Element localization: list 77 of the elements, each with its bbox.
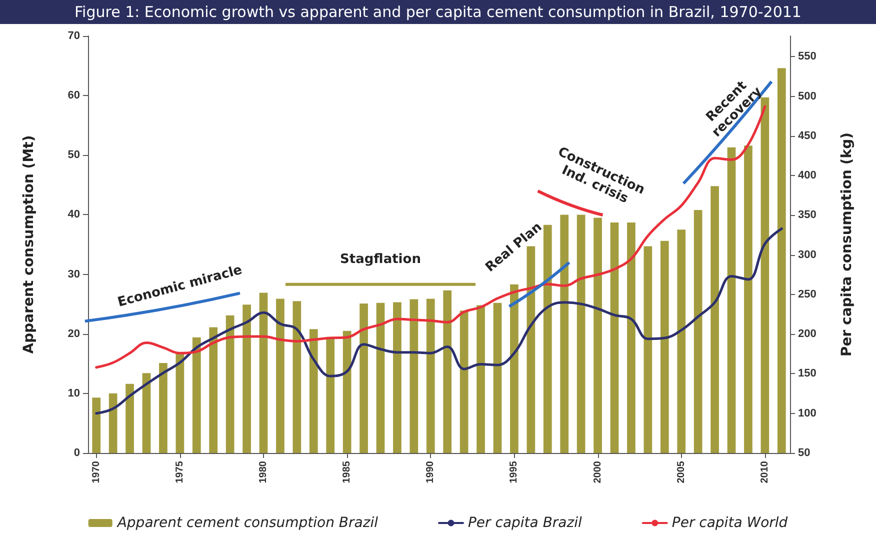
bar: [644, 246, 652, 453]
chart-title: Figure 1: Economic growth vs apparent and per capita cement consumption in Brazil, 1970-2011: [0, 0, 876, 24]
x-tick-label: 1980: [258, 460, 269, 484]
bar: [326, 336, 335, 453]
x-tick-label: 1975: [174, 460, 186, 484]
y2-tick-label: 400: [798, 170, 816, 182]
bar: [426, 298, 435, 453]
bar: [744, 146, 752, 453]
x-tick-label: 1970: [90, 460, 102, 484]
bar: [126, 384, 134, 453]
bar: [142, 373, 151, 453]
y2-axis-title: Per capita consumption (kg): [839, 132, 855, 356]
x-tick-label: 2005: [676, 460, 687, 484]
bar: [777, 68, 786, 453]
y-axis-title: Apparent consumption (Mt): [21, 135, 37, 354]
bar: [526, 246, 536, 453]
bar: [259, 292, 268, 453]
y2-tick-label: 500: [798, 90, 816, 102]
bar: [309, 329, 318, 453]
bar: [176, 352, 184, 453]
x-tick-label: 1990: [425, 460, 436, 484]
y2-tick-label: 200: [798, 328, 816, 340]
bar: [410, 299, 418, 453]
y-tick-label: 30: [68, 268, 80, 280]
bar: [226, 315, 234, 453]
bar: [92, 398, 101, 453]
y2-tick-label: 550: [798, 50, 816, 63]
x-tick-label: 1985: [342, 460, 353, 484]
x-tick-label: 2010: [759, 460, 770, 484]
bar: [443, 290, 452, 453]
y-tick-label: 50: [68, 149, 80, 162]
bar: [376, 302, 385, 453]
y-tick-label: 0: [74, 447, 80, 459]
bar: [209, 327, 218, 453]
legend-label: Per capita World: [672, 515, 788, 531]
y2-tick-label: 100: [798, 407, 816, 420]
bar: [493, 302, 502, 453]
y2-tick-label: 150: [798, 368, 816, 380]
bar: [660, 240, 669, 453]
y2-tick-label: 350: [798, 209, 816, 222]
y-tick-label: 20: [68, 328, 80, 340]
x-tick-label: 1995: [508, 460, 520, 484]
annotation: Stagflation: [339, 252, 422, 268]
bar: [510, 284, 518, 453]
legend-label: Apparent cement consumption Brazil: [116, 515, 378, 531]
bar: [360, 303, 368, 453]
bar: [727, 147, 736, 453]
bar: [292, 301, 302, 453]
bar: [694, 210, 702, 453]
bar: [476, 305, 485, 453]
bar: [192, 337, 201, 453]
y2-tick-label: 250: [798, 288, 816, 300]
bar: [159, 363, 168, 453]
bar: [242, 304, 251, 453]
bar: [276, 298, 284, 453]
y2-tick-label: 300: [798, 248, 816, 261]
bar: [594, 218, 602, 453]
bar: [393, 302, 402, 453]
y2-tick-label: 50: [798, 447, 810, 459]
bar: [627, 222, 636, 453]
bar: [610, 222, 619, 453]
y-tick-label: 70: [68, 30, 80, 42]
bar: [460, 310, 468, 453]
legend-label: Per capita Brazil: [468, 515, 582, 531]
bar: [108, 393, 118, 453]
y-tick-label: 40: [68, 208, 80, 221]
bar: [710, 186, 719, 453]
x-tick-label: 2000: [592, 460, 604, 484]
y-tick-label: 10: [68, 387, 80, 400]
y-tick-label: 60: [68, 90, 80, 102]
bar: [760, 97, 770, 453]
bar: [560, 214, 569, 453]
bar: [543, 224, 552, 453]
bar: [677, 230, 686, 453]
y2-tick-label: 450: [798, 130, 816, 142]
bar: [576, 214, 586, 453]
bar: [342, 330, 352, 453]
